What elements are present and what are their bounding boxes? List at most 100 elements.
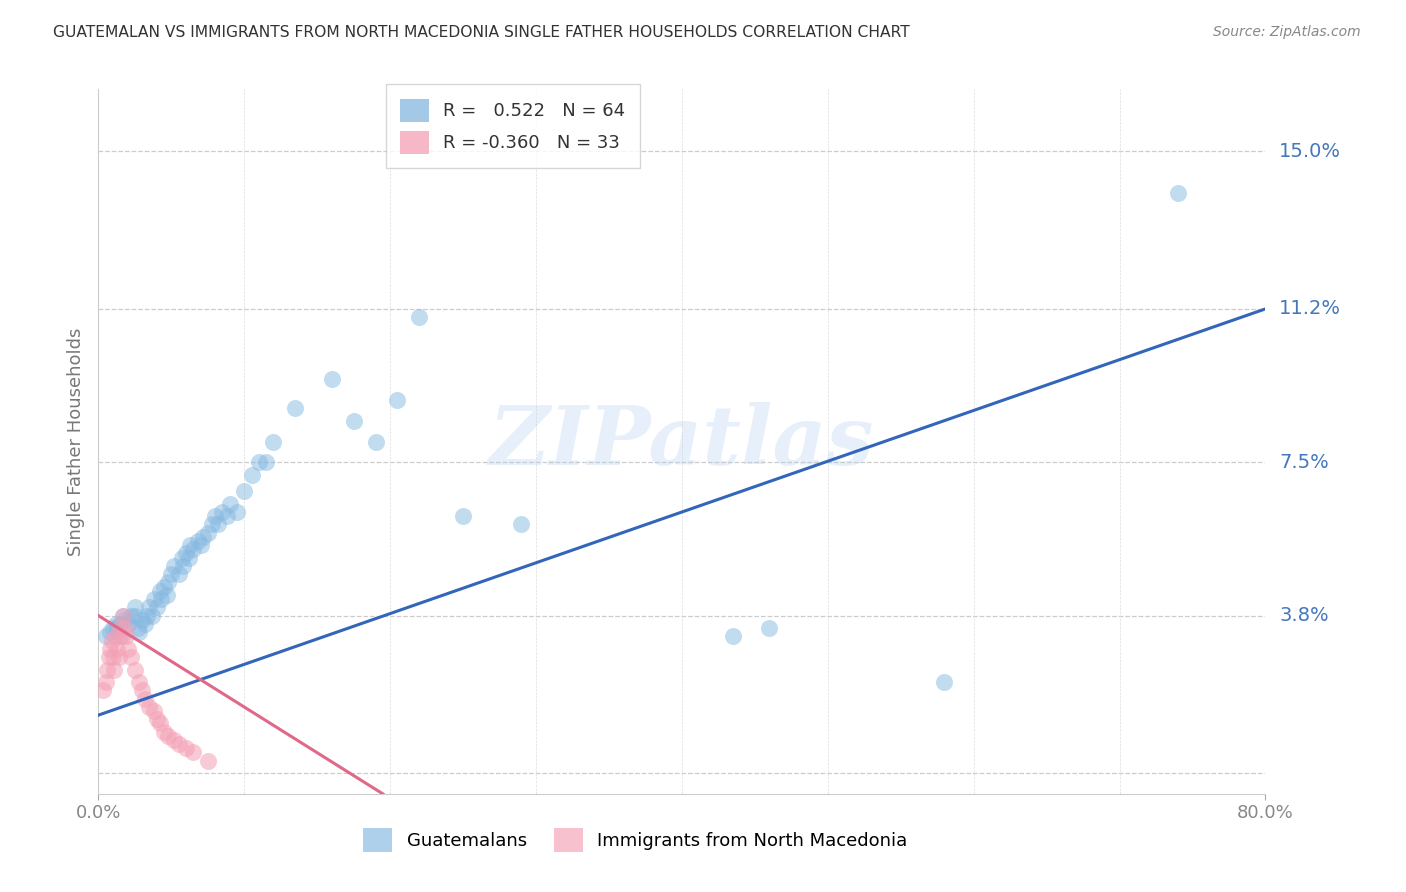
Point (262, 434, 284, 449)
Point (163, 733, 186, 747)
Point (101, 650, 124, 665)
Point (98, 641, 121, 656)
Point (174, 546, 197, 560)
Text: 11.2%: 11.2% (1279, 300, 1341, 318)
Point (364, 434, 387, 449)
Point (179, 538, 201, 552)
Point (149, 716, 172, 731)
Point (110, 616, 132, 631)
Point (170, 550, 193, 565)
Point (167, 737, 190, 751)
Point (138, 699, 160, 714)
Point (211, 505, 233, 519)
Point (204, 509, 226, 524)
Point (112, 608, 135, 623)
Point (321, 372, 343, 386)
Point (104, 616, 127, 631)
Point (408, 310, 430, 325)
Text: GUATEMALAN VS IMMIGRANTS FROM NORTH MACEDONIA SINGLE FATHER HOUSEHOLDS CORRELATI: GUATEMALAN VS IMMIGRANTS FROM NORTH MACE… (53, 25, 910, 40)
Point (157, 575, 180, 590)
Point (181, 542, 204, 557)
Point (197, 525, 219, 540)
Point (138, 600, 160, 615)
Point (124, 663, 146, 677)
Point (117, 616, 139, 631)
Point (131, 683, 153, 698)
Point (215, 509, 238, 524)
Point (128, 625, 150, 640)
Point (451, 509, 474, 524)
Point (163, 558, 186, 573)
Point (284, 401, 307, 416)
Point (247, 455, 270, 469)
Point (174, 741, 197, 756)
Point (343, 414, 366, 428)
Point (128, 675, 150, 690)
Point (110, 621, 132, 635)
Text: 7.5%: 7.5% (1279, 453, 1329, 472)
Y-axis label: Single Father Households: Single Father Households (66, 327, 84, 556)
Point (94, 629, 117, 643)
Point (114, 613, 136, 627)
Point (934, 675, 956, 690)
Point (105, 621, 128, 635)
Point (156, 588, 179, 602)
Text: 15.0%: 15.0% (1279, 142, 1341, 161)
Point (141, 608, 163, 623)
Point (153, 580, 176, 594)
Point (98, 625, 121, 640)
Point (127, 621, 149, 635)
Point (146, 600, 169, 615)
Point (105, 641, 128, 656)
Point (94, 675, 117, 690)
Point (135, 608, 157, 623)
Point (160, 567, 183, 582)
Point (142, 592, 165, 607)
Point (177, 550, 200, 565)
Point (111, 629, 134, 643)
Point (114, 621, 136, 635)
Point (120, 608, 142, 623)
Point (181, 746, 204, 760)
Point (193, 530, 215, 544)
Point (197, 754, 219, 768)
Point (1167, 186, 1189, 200)
Point (510, 517, 533, 532)
Point (240, 467, 263, 482)
Point (218, 497, 240, 511)
Point (149, 583, 172, 598)
Point (721, 629, 744, 643)
Point (124, 600, 146, 615)
Point (190, 538, 212, 552)
Point (207, 517, 229, 532)
Point (110, 629, 132, 643)
Text: 3.8%: 3.8% (1279, 607, 1329, 625)
Point (117, 641, 139, 656)
Point (101, 621, 124, 635)
Point (97, 650, 120, 665)
Point (172, 558, 194, 573)
Point (134, 616, 156, 631)
Text: ZIPatlas: ZIPatlas (489, 401, 875, 482)
Point (758, 621, 780, 635)
Point (254, 455, 277, 469)
Point (233, 484, 256, 499)
Point (115, 629, 138, 643)
Point (187, 534, 209, 549)
Point (120, 650, 142, 665)
Point (103, 663, 125, 677)
Point (91, 683, 114, 698)
Point (150, 592, 173, 607)
Point (153, 724, 176, 739)
Point (108, 650, 131, 665)
Point (131, 613, 153, 627)
Point (124, 608, 146, 623)
Text: Source: ZipAtlas.com: Source: ZipAtlas.com (1213, 25, 1361, 39)
Point (142, 704, 165, 718)
Point (96, 663, 118, 677)
Point (104, 629, 127, 643)
Legend: Guatemalans, Immigrants from North Macedonia: Guatemalans, Immigrants from North Maced… (356, 822, 914, 859)
Point (134, 691, 156, 706)
Point (387, 393, 409, 408)
Point (157, 729, 180, 743)
